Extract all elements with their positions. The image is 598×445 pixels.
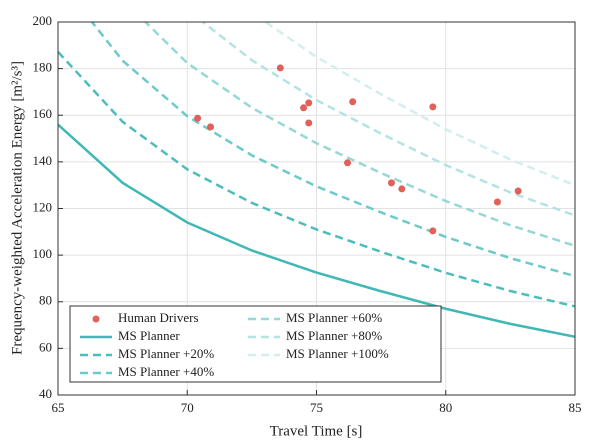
legend-marker xyxy=(92,315,100,323)
y-axis-title: Frequency-weighted Acceleration Energy [… xyxy=(9,61,25,355)
legend-label: Human Drivers xyxy=(118,310,199,325)
y-tick-label: 180 xyxy=(33,60,53,75)
point xyxy=(276,64,284,72)
point xyxy=(300,104,308,112)
point xyxy=(514,187,522,195)
x-tick-label: 75 xyxy=(310,400,323,415)
y-tick-label: 80 xyxy=(39,293,52,308)
y-tick-label: 160 xyxy=(33,106,53,121)
point xyxy=(194,114,202,122)
legend-label: MS Planner +60% xyxy=(286,310,382,325)
x-tick-label: 85 xyxy=(569,400,582,415)
legend-label: MS Planner +80% xyxy=(286,328,382,343)
plot-area xyxy=(58,22,575,338)
y-tick-label: 200 xyxy=(33,13,53,28)
x-axis-title: Travel Time [s] xyxy=(270,423,363,439)
y-tick-label: 60 xyxy=(39,339,52,354)
line xyxy=(58,123,575,338)
point xyxy=(429,103,437,111)
line xyxy=(90,22,575,278)
legend-label: MS Planner +20% xyxy=(118,346,214,361)
y-tick-label: 100 xyxy=(33,246,53,261)
point xyxy=(349,98,357,106)
point xyxy=(387,179,395,187)
legend-label: MS Planner +40% xyxy=(118,364,214,379)
point xyxy=(493,198,501,206)
y-tick-label: 140 xyxy=(33,153,53,168)
line xyxy=(58,50,575,308)
legend-label: MS Planner +100% xyxy=(286,346,389,361)
point xyxy=(344,159,352,167)
plot-frame xyxy=(57,21,576,396)
point xyxy=(398,185,406,193)
point xyxy=(305,119,313,127)
legend-label: MS Planner xyxy=(118,328,180,343)
point xyxy=(207,123,215,131)
point xyxy=(305,99,313,107)
point xyxy=(429,227,437,235)
y-tick-label: 40 xyxy=(39,386,52,401)
legend: Human Drivers MS Planner MS Planner +20% MS… xyxy=(69,305,442,383)
x-tick-label: 65 xyxy=(52,400,65,415)
line xyxy=(200,22,575,217)
line xyxy=(143,22,575,247)
x-tick-label: 70 xyxy=(181,400,194,415)
y-tick-label: 120 xyxy=(33,199,53,214)
x-tick-label: 80 xyxy=(439,400,452,415)
